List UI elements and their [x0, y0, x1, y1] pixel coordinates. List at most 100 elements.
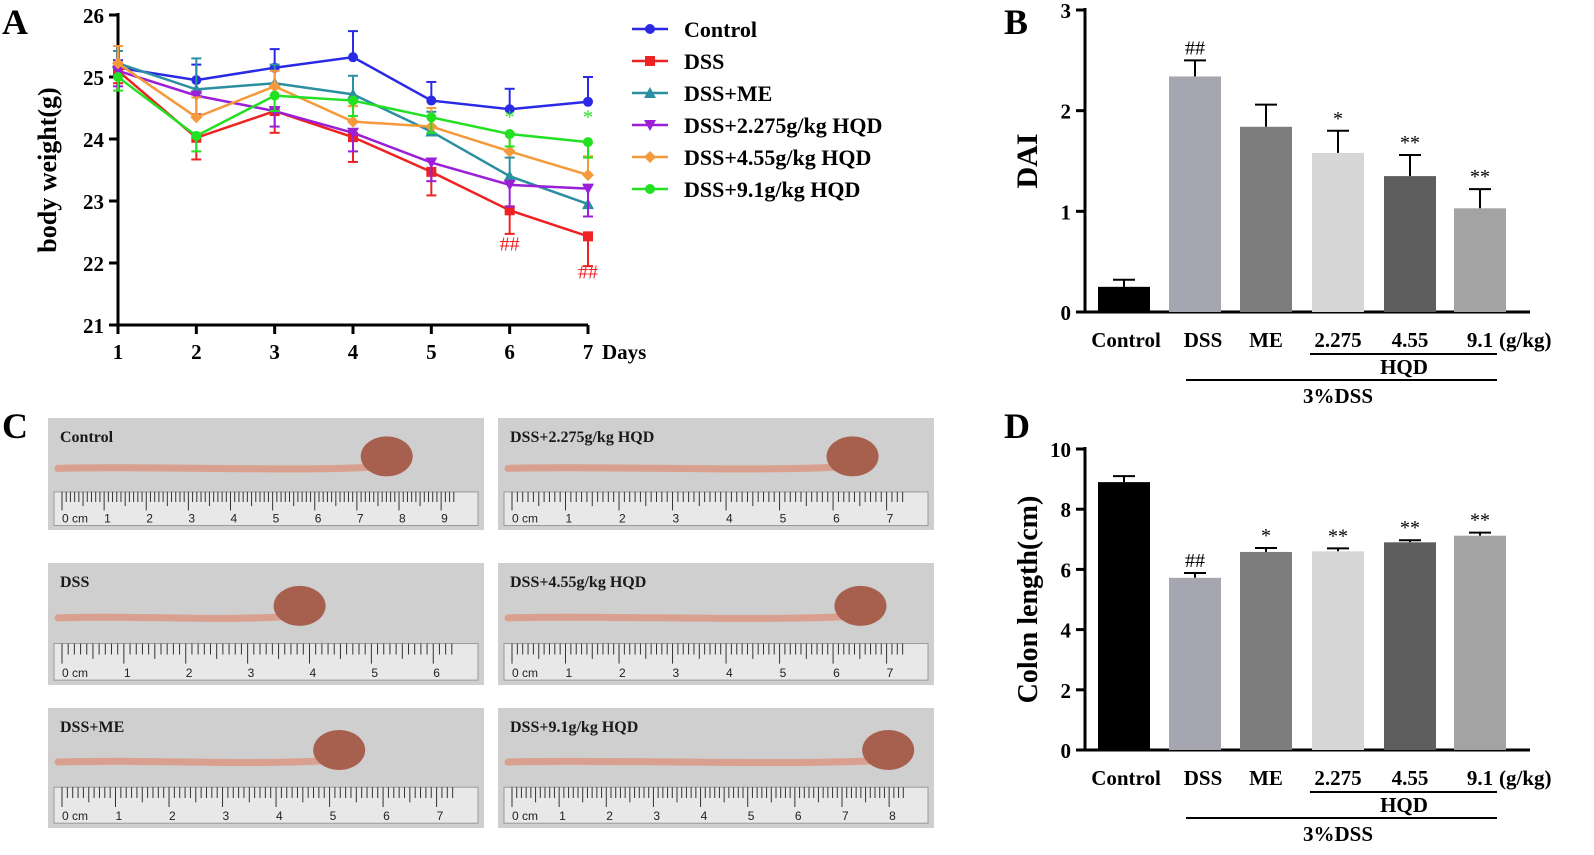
- ruler-number: 2: [619, 512, 626, 526]
- significance-label: *: [1333, 108, 1343, 130]
- significance-label: **: [1400, 132, 1420, 154]
- data-point-marker: [645, 56, 655, 66]
- panel-letter-d: D: [1004, 406, 1030, 446]
- data-point-marker: [347, 115, 359, 128]
- ruler-number: 4: [231, 512, 238, 526]
- significance-label: **: [1470, 510, 1490, 532]
- colon-photo-1: 0 cm 1 2 3 4 5 6 7 8 9 Control: [48, 418, 484, 530]
- y-axis-title: DAI: [1011, 133, 1044, 188]
- ruler-number: 4: [726, 666, 733, 680]
- photo-label: Control: [60, 429, 114, 446]
- data-point-marker: [426, 95, 437, 106]
- ruler-number: 6: [383, 809, 390, 823]
- ruler-number: 0 cm: [62, 512, 88, 526]
- ruler-number: 4: [701, 809, 708, 823]
- significance-label-a: *: [583, 107, 593, 129]
- ruler-number: 0 cm: [512, 666, 538, 680]
- y-tick-label-a: 24: [83, 128, 105, 152]
- y-tick-label: 6: [1061, 558, 1072, 582]
- panel-letter-b: B: [1004, 2, 1028, 42]
- colon-tissue: [54, 462, 387, 473]
- data-point-marker: [348, 95, 358, 106]
- y-tick-label: 2: [1061, 679, 1072, 703]
- ruler-number: 1: [559, 809, 566, 823]
- dss-group-label: 3%DSS: [1303, 822, 1373, 846]
- ruler-number: 0 cm: [512, 809, 538, 823]
- y-tick-label-a: 21: [83, 314, 104, 338]
- x-category-label: ME: [1249, 766, 1283, 790]
- photo-label: DSS+9.1g/kg HQD: [510, 719, 638, 736]
- unit-label: (g/kg): [1499, 328, 1552, 352]
- bar-dss: [1169, 76, 1221, 312]
- bar-4-55: [1384, 176, 1436, 312]
- cecum-tissue: [360, 436, 413, 477]
- cecum-tissue: [834, 585, 887, 626]
- cecum-tissue: [313, 730, 366, 770]
- bar-chart-dai: 0 1 2 3 DAI Control ## DSS ME * 2.275 ** 4.55 ** 9.1 (g…: [1011, 0, 1552, 408]
- x-axis-title-a: Days: [602, 340, 646, 364]
- ruler: [503, 643, 929, 681]
- hqd-group-label: HQD: [1380, 355, 1428, 379]
- data-point-marker: [112, 57, 124, 70]
- significance-label: **: [1328, 525, 1348, 547]
- significance-label: **: [1470, 166, 1490, 188]
- bar-me: [1240, 551, 1292, 750]
- data-point-marker: [503, 170, 516, 182]
- colon-tissue: [504, 756, 888, 767]
- ruler-number: 3: [673, 512, 680, 526]
- ruler-number: 3: [223, 809, 230, 823]
- significance-label-a: *: [505, 107, 515, 129]
- ruler-number: 0 cm: [62, 666, 88, 680]
- ruler-number: 9: [441, 512, 448, 526]
- y-tick-label: 4: [1061, 619, 1072, 643]
- bar-9-1: [1454, 208, 1506, 312]
- colon-photo-5: 0 cm 1 2 3 4 5 6 7 DSS+4.55g/kg HQD: [498, 563, 934, 685]
- bar-chart-colon-length: 0 2 4 6 8 10 Colon length(cm) Control ## DSS * ME **…: [1013, 438, 1552, 846]
- ruler-number: 3: [248, 666, 255, 680]
- significance-label-a: ##: [500, 234, 520, 256]
- significance-label: *: [1261, 525, 1271, 547]
- ruler-number: 5: [273, 512, 280, 526]
- data-point-marker: [425, 157, 438, 169]
- ruler-number: 5: [780, 666, 787, 680]
- bar-9-1: [1454, 535, 1506, 750]
- ruler-number: 8: [889, 809, 896, 823]
- ruler-number: 3: [673, 666, 680, 680]
- photo-label: DSS: [60, 574, 89, 591]
- ruler-number: 4: [276, 809, 283, 823]
- y-tick-label-a: 26: [83, 4, 104, 28]
- x-tick-label-a: 7: [583, 340, 594, 364]
- y-tick-label: 0: [1061, 739, 1072, 763]
- ruler-number: 6: [795, 809, 802, 823]
- ruler-number: 7: [887, 512, 894, 526]
- legend-label: DSS+4.55g/kg HQD: [684, 145, 871, 170]
- x-category-label: 4.55: [1392, 328, 1429, 352]
- significance-label: ##: [1185, 37, 1205, 59]
- data-point-marker: [112, 65, 124, 77]
- colon-photo-4: 0 cm 1 2 3 4 5 6 7 DSS+2.275g/kg HQD: [498, 418, 934, 530]
- ruler-number: 3: [653, 809, 660, 823]
- ruler-number: 5: [371, 666, 378, 680]
- x-category-label: 9.1: [1467, 766, 1493, 790]
- ruler-number: 2: [186, 666, 193, 680]
- y-axis-title-a: body weight(g): [33, 87, 62, 252]
- data-point-marker: [113, 72, 123, 82]
- ruler-number: 2: [146, 512, 153, 526]
- data-point-marker: [503, 145, 516, 158]
- data-point-marker: [583, 137, 593, 148]
- x-category-label: Control: [1091, 766, 1161, 790]
- legend-label: DSS+ME: [684, 81, 772, 106]
- x-category-label: Control: [1091, 328, 1161, 352]
- x-tick-label-a: 3: [269, 340, 280, 364]
- colon-photo-grid: 0 cm 1 2 3 4 5 6 7 8 9 Control 0 cm 1 2 3 4 5 6 DSS 0 cm 1 2 3…: [48, 418, 934, 828]
- x-category-label: DSS: [1184, 328, 1223, 352]
- ruler-number: 3: [188, 512, 195, 526]
- ruler-number: 1: [104, 512, 111, 526]
- ruler-number: 6: [833, 512, 840, 526]
- ruler-number: 6: [315, 512, 322, 526]
- x-category-label: DSS: [1184, 766, 1223, 790]
- series-dss-9-1g-kg-hqd: [113, 72, 593, 159]
- data-point-marker: [644, 151, 656, 163]
